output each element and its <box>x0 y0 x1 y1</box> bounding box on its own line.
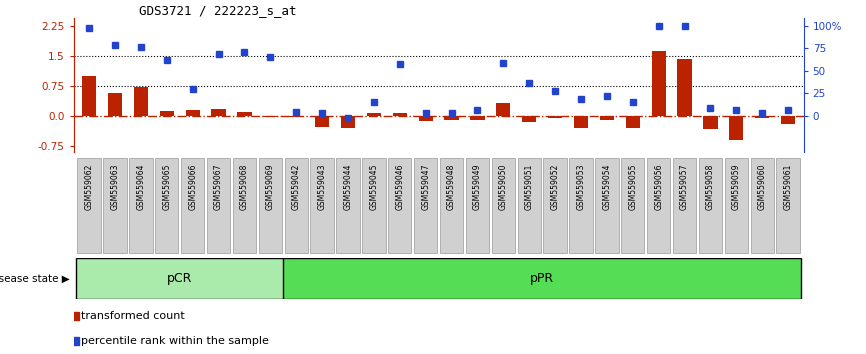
Text: GSM559054: GSM559054 <box>603 164 611 210</box>
Text: GSM559049: GSM559049 <box>473 164 482 210</box>
Bar <box>108 93 122 116</box>
Bar <box>341 116 355 128</box>
Bar <box>315 116 329 127</box>
Text: GSM559043: GSM559043 <box>318 164 326 210</box>
Text: GSM559068: GSM559068 <box>240 164 249 210</box>
FancyBboxPatch shape <box>311 158 333 253</box>
FancyBboxPatch shape <box>362 158 385 253</box>
Text: GSM559063: GSM559063 <box>111 164 120 210</box>
FancyBboxPatch shape <box>259 158 282 253</box>
Bar <box>185 110 200 116</box>
Text: GSM559066: GSM559066 <box>188 164 197 210</box>
FancyBboxPatch shape <box>388 158 411 253</box>
Text: GSM559069: GSM559069 <box>266 164 275 210</box>
FancyBboxPatch shape <box>777 158 800 253</box>
Text: GSM559060: GSM559060 <box>758 164 766 210</box>
FancyBboxPatch shape <box>103 158 126 253</box>
Text: GSM559052: GSM559052 <box>551 164 559 210</box>
FancyBboxPatch shape <box>233 158 256 253</box>
Text: GSM559058: GSM559058 <box>706 164 715 210</box>
FancyBboxPatch shape <box>155 158 178 253</box>
Bar <box>574 116 588 128</box>
Text: GSM559056: GSM559056 <box>654 164 663 210</box>
FancyBboxPatch shape <box>129 158 152 253</box>
Bar <box>82 76 96 116</box>
Bar <box>781 116 795 124</box>
FancyBboxPatch shape <box>595 158 618 253</box>
FancyBboxPatch shape <box>285 158 308 253</box>
Bar <box>677 59 692 116</box>
Bar <box>159 111 174 116</box>
FancyBboxPatch shape <box>569 158 592 253</box>
Bar <box>134 87 148 116</box>
Text: pPR: pPR <box>530 272 554 285</box>
Bar <box>651 51 666 116</box>
Text: GSM559047: GSM559047 <box>421 164 430 210</box>
Bar <box>600 116 614 120</box>
Bar <box>444 116 459 120</box>
Text: GSM559059: GSM559059 <box>732 164 740 210</box>
Text: GSM559042: GSM559042 <box>292 164 301 210</box>
Text: transformed count: transformed count <box>81 311 184 321</box>
Text: GSM559055: GSM559055 <box>629 164 637 210</box>
Bar <box>496 103 510 116</box>
Text: GDS3721 / 222223_s_at: GDS3721 / 222223_s_at <box>139 4 297 17</box>
FancyBboxPatch shape <box>544 158 566 253</box>
Bar <box>392 113 407 116</box>
Text: GSM559051: GSM559051 <box>525 164 533 210</box>
FancyBboxPatch shape <box>518 158 541 253</box>
Bar <box>548 116 562 119</box>
Bar <box>263 116 277 117</box>
Text: GSM559067: GSM559067 <box>214 164 223 210</box>
Bar <box>76 258 283 299</box>
FancyBboxPatch shape <box>621 158 644 253</box>
FancyBboxPatch shape <box>699 158 722 253</box>
Text: percentile rank within the sample: percentile rank within the sample <box>81 336 268 346</box>
Bar <box>211 109 226 116</box>
Bar <box>367 113 381 116</box>
Text: GSM559046: GSM559046 <box>395 164 404 210</box>
Bar <box>283 258 801 299</box>
Text: GSM559053: GSM559053 <box>577 164 585 210</box>
FancyBboxPatch shape <box>466 158 489 253</box>
Bar <box>418 116 433 121</box>
Text: GSM559062: GSM559062 <box>85 164 94 210</box>
Text: disease state ▶: disease state ▶ <box>0 274 69 284</box>
FancyBboxPatch shape <box>336 158 359 253</box>
Text: GSM559064: GSM559064 <box>137 164 145 210</box>
Text: GSM559065: GSM559065 <box>162 164 171 210</box>
Bar <box>703 116 718 129</box>
FancyBboxPatch shape <box>181 158 204 253</box>
FancyBboxPatch shape <box>673 158 696 253</box>
FancyBboxPatch shape <box>725 158 748 253</box>
Text: GSM559050: GSM559050 <box>499 164 507 210</box>
FancyBboxPatch shape <box>647 158 670 253</box>
FancyBboxPatch shape <box>77 158 100 253</box>
Text: pCR: pCR <box>167 272 192 285</box>
Bar <box>237 112 252 116</box>
Text: GSM559045: GSM559045 <box>370 164 378 210</box>
Bar <box>289 116 303 117</box>
Text: GSM559061: GSM559061 <box>784 164 792 210</box>
FancyBboxPatch shape <box>440 158 463 253</box>
Text: GSM559057: GSM559057 <box>680 164 689 210</box>
FancyBboxPatch shape <box>751 158 774 253</box>
Text: GSM559048: GSM559048 <box>447 164 456 210</box>
Text: GSM559044: GSM559044 <box>344 164 352 210</box>
FancyBboxPatch shape <box>414 158 437 253</box>
Bar <box>470 116 485 120</box>
Bar <box>755 116 769 118</box>
FancyBboxPatch shape <box>492 158 515 253</box>
Bar <box>522 116 536 122</box>
FancyBboxPatch shape <box>207 158 230 253</box>
Bar <box>625 116 640 128</box>
Bar <box>729 116 743 140</box>
